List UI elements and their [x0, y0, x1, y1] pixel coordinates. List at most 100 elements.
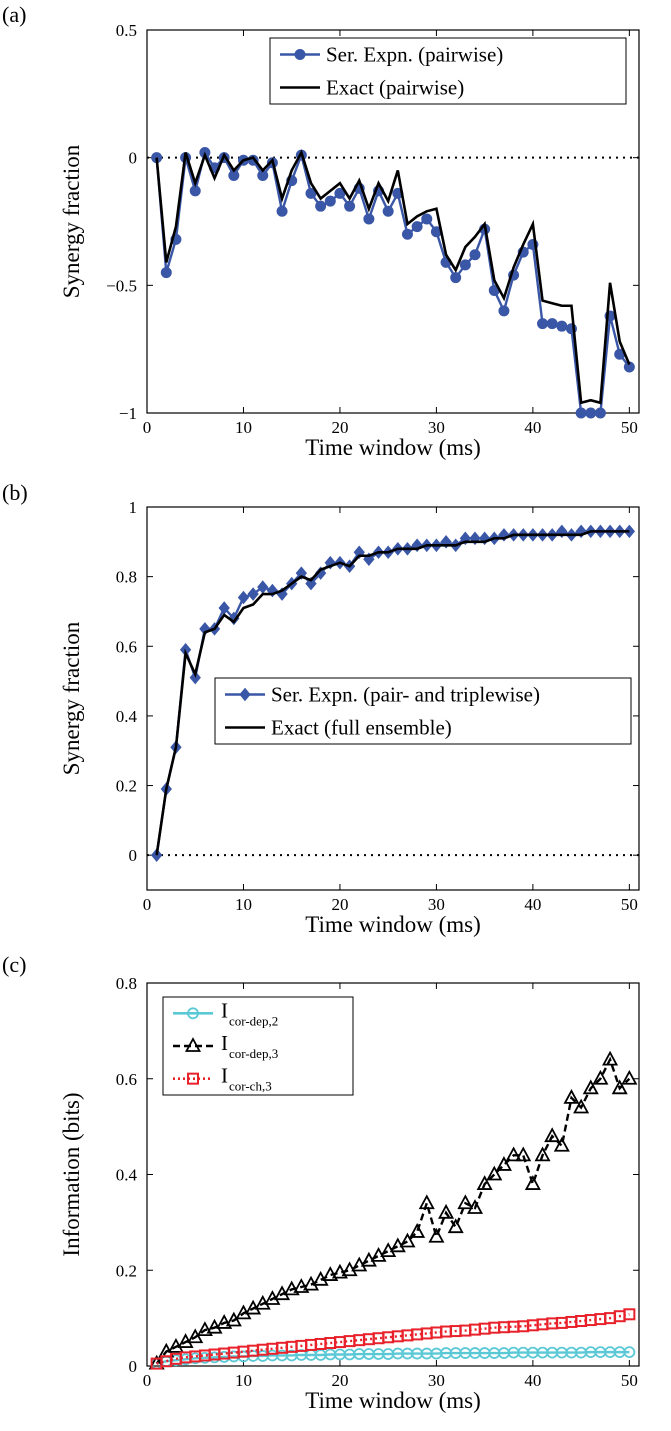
- series-line-1: [155, 149, 631, 405]
- legend-label-0: Ser. Expn. (pairwise): [326, 43, 503, 67]
- plot-frame: [146, 29, 640, 414]
- data-point-0: [363, 213, 375, 225]
- data-point-0: [314, 566, 327, 580]
- y-tick-label: 0.8: [116, 974, 137, 993]
- legend-box: [269, 37, 627, 105]
- legend-label-0: Ser. Expn. (pair- and triplewise): [271, 683, 540, 707]
- y-tick-label: 0: [129, 846, 138, 865]
- y-tick-label: 0.6: [116, 1070, 137, 1089]
- y-tick-label: −0.5: [106, 276, 137, 295]
- data-point-1: [515, 1146, 532, 1162]
- data-point-1: [611, 1079, 628, 1095]
- x-tick-label: 40: [524, 1371, 541, 1390]
- legend-box: [214, 677, 632, 745]
- data-point-0: [189, 185, 201, 197]
- y-tick-label: 0: [129, 149, 138, 168]
- x-tick-label: 10: [235, 418, 252, 437]
- data-point-1: [476, 1175, 493, 1190]
- y-axis-label: Synergy fraction: [59, 621, 84, 775]
- data-point-1: [322, 1266, 339, 1281]
- data-point-0: [295, 566, 308, 580]
- data-point-1: [553, 1136, 570, 1152]
- legend-marker-1: [184, 1037, 202, 1052]
- y-tick-label: 0.5: [116, 21, 137, 40]
- data-point-0: [401, 228, 413, 240]
- data-point-1: [409, 1223, 426, 1238]
- y-tick-label: 0.4: [116, 1166, 138, 1185]
- data-point-1: [486, 1165, 503, 1181]
- x-tick-label: 10: [235, 1371, 252, 1390]
- data-point-0: [623, 1346, 636, 1359]
- x-axis-label: Time window (ms): [305, 435, 481, 460]
- data-point-1: [457, 1194, 474, 1210]
- data-point-1: [602, 1050, 619, 1066]
- y-tick-label: 0.8: [116, 568, 137, 587]
- x-tick-label: 0: [143, 1371, 152, 1390]
- series-line-2: [156, 1313, 630, 1365]
- data-point-1: [505, 1146, 522, 1162]
- data-point-1: [196, 1321, 213, 1336]
- legend-marker-0: [187, 1007, 199, 1020]
- data-point-0: [247, 587, 259, 601]
- y-tick-label: −1: [119, 404, 137, 423]
- data-point-1: [447, 1218, 464, 1234]
- x-tick-label: 40: [524, 418, 541, 437]
- x-tick-label: 50: [621, 895, 638, 914]
- data-point-1: [563, 1089, 580, 1104]
- legend-label-sub-1: cor-dep,3: [229, 1046, 278, 1061]
- plot-frame: [146, 506, 640, 891]
- data-point-1: [534, 1146, 551, 1162]
- chart-a: 0 10 20 30 40 50 −1 −0.5 0 0.5 Time window (ms) Syn…: [59, 21, 640, 460]
- x-tick-label: 0: [143, 895, 152, 914]
- data-point-1: [524, 1175, 541, 1190]
- data-point-1: [428, 1227, 445, 1243]
- x-axis-label: Time window (ms): [305, 912, 481, 937]
- legend-marker-0: [239, 687, 251, 702]
- panel-tag-c: (c): [2, 952, 26, 977]
- x-tick-label: 20: [331, 418, 348, 437]
- data-point-1: [331, 1263, 348, 1279]
- x-tick-label: 50: [621, 1371, 638, 1390]
- y-tick-label: 0: [129, 1357, 138, 1376]
- data-point-1: [293, 1278, 310, 1293]
- x-tick-label: 50: [621, 418, 638, 437]
- data-point-0: [421, 213, 433, 225]
- series-line-1: [155, 530, 630, 856]
- legend-label-1: Exact (full ensemble): [271, 716, 452, 740]
- data-point-0: [575, 407, 587, 419]
- data-point-1: [399, 1232, 416, 1248]
- data-point-0: [315, 200, 327, 212]
- y-axis-label: Synergy fraction: [59, 144, 84, 298]
- legend-label-main-2: I: [221, 1064, 228, 1088]
- data-point-0: [237, 590, 250, 605]
- y-tick-label: 1: [129, 498, 138, 517]
- x-tick-label: 20: [331, 1371, 348, 1390]
- data-point-1: [592, 1069, 609, 1085]
- data-point-1: [495, 1156, 512, 1171]
- legend-label-sub-2: cor-ch,3: [229, 1079, 272, 1094]
- x-tick-label: 30: [428, 1371, 445, 1390]
- data-point-0: [160, 267, 172, 279]
- legend-marker-0: [294, 49, 306, 60]
- legend-label-sub-0: cor-dep,2: [229, 1013, 278, 1028]
- panel-tag-b: (b): [2, 480, 28, 505]
- chart-c: 0 10 20 30 40 50 0 0.2 0.4 0.6 0.8 Time window (ms)…: [59, 974, 640, 1413]
- y-tick-label: 0.4: [116, 707, 138, 726]
- x-tick-label: 0: [143, 418, 152, 437]
- data-point-0: [498, 305, 510, 317]
- data-point-0: [189, 670, 201, 685]
- data-point-1: [621, 1069, 638, 1085]
- data-point-0: [450, 272, 462, 284]
- legend-label-main-1: I: [221, 1031, 228, 1055]
- data-point-0: [344, 200, 356, 212]
- data-point-1: [283, 1280, 300, 1296]
- chart-b: 0 10 20 30 40 50 0 0.2 0.4 0.6 0.8 1 Time window (ms…: [59, 498, 640, 937]
- data-point-0: [556, 320, 568, 332]
- x-tick-label: 10: [235, 895, 252, 914]
- data-point-2: [623, 1308, 636, 1321]
- data-point-1: [544, 1127, 561, 1143]
- data-point-0: [546, 318, 558, 330]
- data-point-0: [305, 576, 317, 591]
- data-point-1: [225, 1311, 242, 1327]
